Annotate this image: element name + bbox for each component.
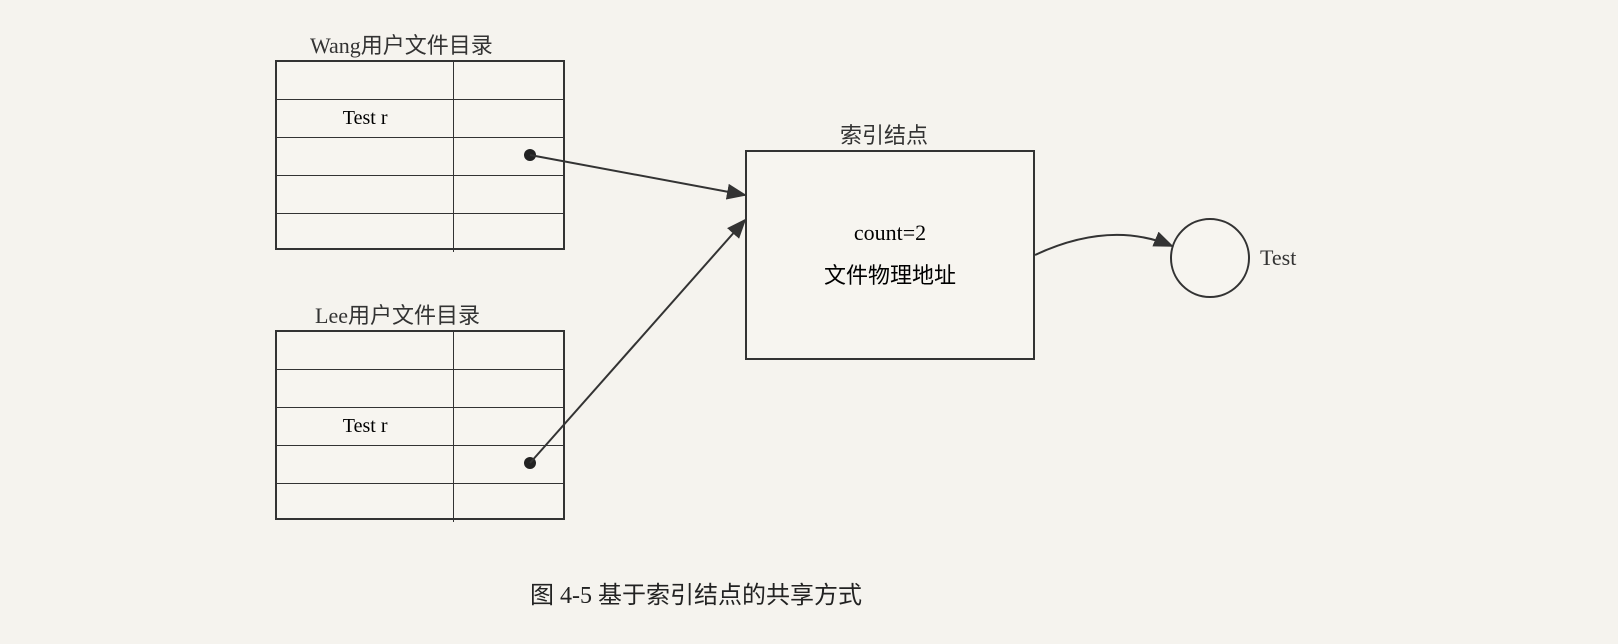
table-row: [277, 370, 563, 408]
pointer-cell: [454, 62, 563, 99]
pointer-cell: [454, 100, 563, 137]
index-node-box: count=2 文件物理地址: [745, 150, 1035, 360]
table-row: [277, 446, 563, 484]
filename-cell: [277, 62, 454, 99]
filename-cell: [277, 370, 454, 407]
index-count-text: count=2: [854, 220, 926, 246]
filename-cell: [277, 446, 454, 483]
pointer-cell: [454, 370, 563, 407]
pointer-cell: [454, 138, 563, 175]
table-row: Test r: [277, 100, 563, 138]
filename-cell: [277, 214, 454, 252]
filename-cell: [277, 484, 454, 522]
wang-directory-table: Test r: [275, 60, 565, 250]
lee-directory-table: Test r: [275, 330, 565, 520]
diagram-root: Wang用户文件目录 Test r Lee用户文件目录 Test r 索引结点 …: [0, 0, 1618, 644]
table-row: [277, 176, 563, 214]
filename-cell: [277, 176, 454, 213]
wang-pointer-dot: [524, 149, 536, 161]
index-addr-text: 文件物理地址: [824, 258, 956, 290]
test-file-node: [1170, 218, 1250, 298]
test-label: Test: [1260, 245, 1296, 271]
pointer-cell: [454, 332, 563, 369]
pointer-cell: [454, 214, 563, 252]
pointer-cell: [454, 408, 563, 445]
lee-pointer-dot: [524, 457, 536, 469]
table-row: [277, 332, 563, 370]
filename-cell: [277, 332, 454, 369]
table-row: [277, 62, 563, 100]
pointer-cell: [454, 484, 563, 522]
table-row: [277, 138, 563, 176]
table-row: [277, 484, 563, 522]
filename-cell: Test r: [277, 100, 454, 137]
table-row: [277, 214, 563, 252]
pointer-cell: [454, 176, 563, 213]
pointer-cell: [454, 446, 563, 483]
figure-caption: 图 4-5 基于索引结点的共享方式: [530, 575, 862, 610]
filename-cell: [277, 138, 454, 175]
lee-table-title: Lee用户文件目录: [315, 298, 480, 330]
wang-table-title: Wang用户文件目录: [310, 28, 493, 60]
index-node-title: 索引结点: [840, 118, 928, 150]
table-row: Test r: [277, 408, 563, 446]
arrow-index-to-test: [1035, 235, 1172, 255]
filename-cell: Test r: [277, 408, 454, 445]
